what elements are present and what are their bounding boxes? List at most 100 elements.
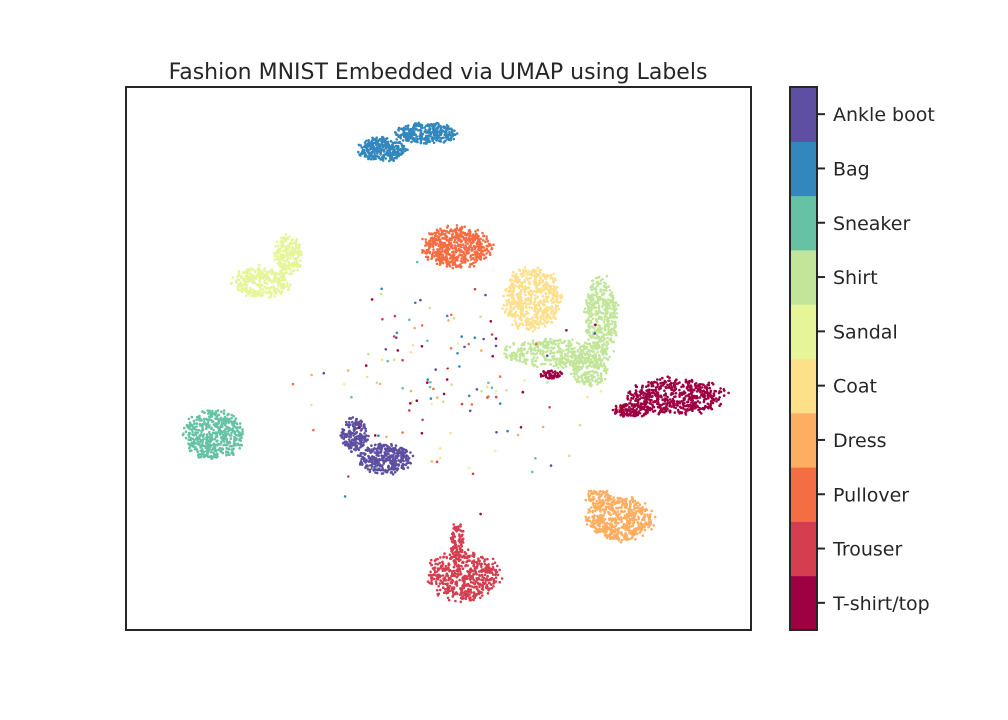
scatter-point <box>632 515 636 519</box>
scatter-point <box>542 344 545 348</box>
scatter-point <box>442 578 446 582</box>
scatter-point <box>547 292 551 296</box>
scatter-point <box>539 316 543 320</box>
scatter-point <box>538 350 542 353</box>
scatter-point <box>541 295 545 298</box>
scatter-point <box>448 553 452 556</box>
scatter-point <box>455 557 458 560</box>
scatter-point <box>564 365 568 368</box>
scatter-point <box>257 271 261 274</box>
scatter-point <box>625 538 628 542</box>
scatter-point <box>484 581 487 585</box>
scatter-point <box>564 354 567 358</box>
scatter-point <box>281 277 285 281</box>
scatter-point <box>237 269 241 273</box>
scatter-point <box>659 406 662 409</box>
scatter-point <box>261 283 264 287</box>
scatter-point <box>618 410 622 414</box>
scatter-point <box>440 581 444 585</box>
scatter-point <box>554 278 557 282</box>
scatter-point <box>612 320 616 324</box>
scatter-point <box>278 259 281 263</box>
scatter-point <box>612 529 616 532</box>
scatter-point <box>587 308 590 312</box>
scatter-point <box>591 288 594 291</box>
scatter-point <box>552 364 555 368</box>
scatter-point <box>545 296 548 300</box>
scatter-point <box>578 347 582 350</box>
scatter-point <box>289 246 292 249</box>
scatter-point <box>682 404 686 408</box>
scatter-point <box>454 599 457 603</box>
scatter-point <box>493 561 497 564</box>
scatter-point <box>265 270 268 274</box>
scatter-point <box>446 567 449 570</box>
scatter-point <box>585 360 588 364</box>
scatter-point <box>485 235 488 238</box>
scatter-point <box>464 555 468 559</box>
scatter-point <box>588 510 592 513</box>
scatter-point <box>220 410 223 414</box>
scatter-point <box>643 515 646 519</box>
scatter-point <box>435 582 438 585</box>
scatter-point <box>668 409 671 413</box>
scatter-point <box>645 400 649 403</box>
scatter-point <box>570 347 573 351</box>
scatter-point <box>618 498 621 501</box>
scatter-point <box>701 395 705 398</box>
scatter-point <box>229 437 232 440</box>
scatter-point <box>573 372 576 376</box>
scatter-point <box>455 236 459 240</box>
scatter-point <box>268 278 271 281</box>
scatter-point <box>469 263 472 266</box>
scatter-point <box>537 301 540 305</box>
scatter-point <box>438 588 442 592</box>
scatter-point <box>436 250 439 254</box>
scatter-point <box>559 347 562 351</box>
scatter-point <box>583 307 587 311</box>
scatter-point <box>702 407 706 411</box>
scatter-point <box>284 233 288 236</box>
scatter-point <box>640 405 644 409</box>
scatter-point <box>532 318 535 322</box>
scatter-point <box>552 374 555 378</box>
series-t-shirt-top <box>539 369 730 418</box>
scatter-point <box>658 378 662 381</box>
scatter-point <box>558 363 562 366</box>
scatter-point <box>446 585 450 589</box>
scatter-point <box>597 306 601 310</box>
scatter-point <box>437 569 440 572</box>
scatter-point <box>587 489 591 493</box>
scatter-point <box>652 524 655 527</box>
scatter-point <box>613 517 617 520</box>
scatter-point <box>488 571 491 575</box>
scatter-point <box>270 292 274 296</box>
scatter-point <box>585 298 588 302</box>
scatter-point <box>707 381 711 385</box>
scatter-point <box>275 257 279 261</box>
scatter-point <box>457 544 460 548</box>
scatter-point <box>602 519 605 522</box>
scatter-point <box>693 394 696 398</box>
scatter-point <box>656 383 660 386</box>
scatter-point <box>508 345 512 349</box>
scatter-point <box>481 583 485 587</box>
scatter-point <box>589 309 592 313</box>
scatter-point <box>484 249 487 252</box>
scatter-point <box>516 275 519 279</box>
scatter-point <box>254 270 257 274</box>
scatter-point <box>555 295 558 298</box>
scatter-point <box>447 562 451 565</box>
scatter-point <box>281 242 284 246</box>
scatter-point <box>633 403 636 406</box>
scatter-point <box>298 265 302 268</box>
scatter-point <box>518 356 521 359</box>
scatter-point <box>519 295 523 299</box>
scatter-point <box>428 561 432 565</box>
scatter-point <box>203 420 206 423</box>
scatter-point <box>533 346 536 350</box>
scatter-point <box>569 344 572 348</box>
scatter-point <box>530 321 534 324</box>
scatter-point <box>543 304 546 307</box>
scatter-point <box>612 496 616 499</box>
